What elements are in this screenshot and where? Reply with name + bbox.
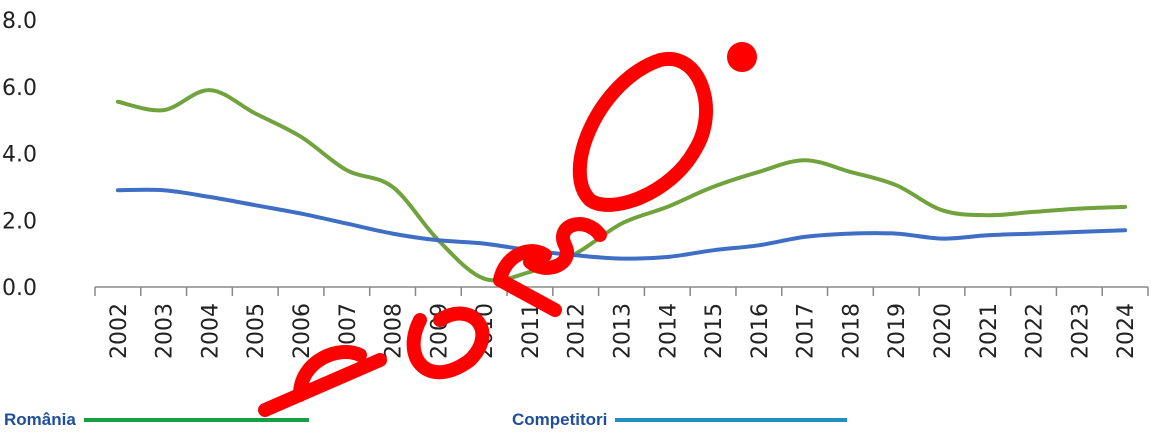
legend-romania: România	[4, 408, 309, 432]
x-tick-label: 2016	[748, 303, 773, 359]
x-tick-label: 2013	[611, 303, 636, 359]
x-tick-label: 2006	[290, 303, 315, 359]
x-tick-label: 2024	[1114, 303, 1139, 359]
legend-competitori: Competitori	[512, 408, 848, 432]
x-tick-label: 2003	[153, 303, 178, 359]
y-tick-label: 0.0	[2, 276, 37, 301]
series-line	[115, 88, 1128, 283]
series-layer	[115, 88, 1128, 283]
y-axis-ticks: 0.0 2.0 4.0 6.0 8.0	[2, 9, 37, 301]
y-tick-label: 4.0	[2, 143, 37, 168]
x-tick-label: 2023	[1068, 303, 1093, 359]
y-tick-label: 8.0	[2, 9, 37, 34]
x-tick-label: 2012	[565, 303, 590, 359]
x-tick-label: 2002	[107, 303, 132, 359]
y-tick-label: 6.0	[2, 76, 37, 101]
x-tick-label: 2019	[885, 303, 910, 359]
x-tick-label: 2022	[1023, 303, 1048, 359]
line-chart: 0.0 2.0 4.0 6.0 8.0 2002 2003 2004 2005 2006 2007…	[2, 9, 1149, 359]
legend-line-romania	[83, 418, 309, 422]
x-tick-label: 2007	[336, 303, 361, 359]
x-tick-label: 2009	[427, 303, 452, 359]
x-tick-label: 2021	[977, 303, 1002, 359]
x-tick-label: 2004	[198, 303, 223, 359]
x-tick-label: 2011	[519, 303, 544, 359]
x-tick-label: 2020	[931, 303, 956, 359]
legend-label-competitori: Competitori	[512, 410, 608, 429]
x-tick-label: 2018	[839, 303, 864, 359]
series-romania	[115, 88, 1128, 283]
legend-label-romania: România	[4, 410, 76, 429]
x-tick-label: 2017	[794, 303, 819, 359]
x-tick-label: 2015	[702, 303, 727, 359]
x-tick-label: 2010	[473, 303, 498, 359]
y-tick-label: 2.0	[2, 209, 37, 234]
legend-line-competitori	[615, 418, 848, 422]
x-tick-label: 2014	[656, 303, 681, 359]
x-tick-label: 2008	[382, 303, 407, 359]
x-axis: 2002 2003 2004 2005 2006 2007 2008 2009 2010 2011…	[94, 286, 1149, 359]
x-tick-label: 2005	[244, 303, 269, 359]
